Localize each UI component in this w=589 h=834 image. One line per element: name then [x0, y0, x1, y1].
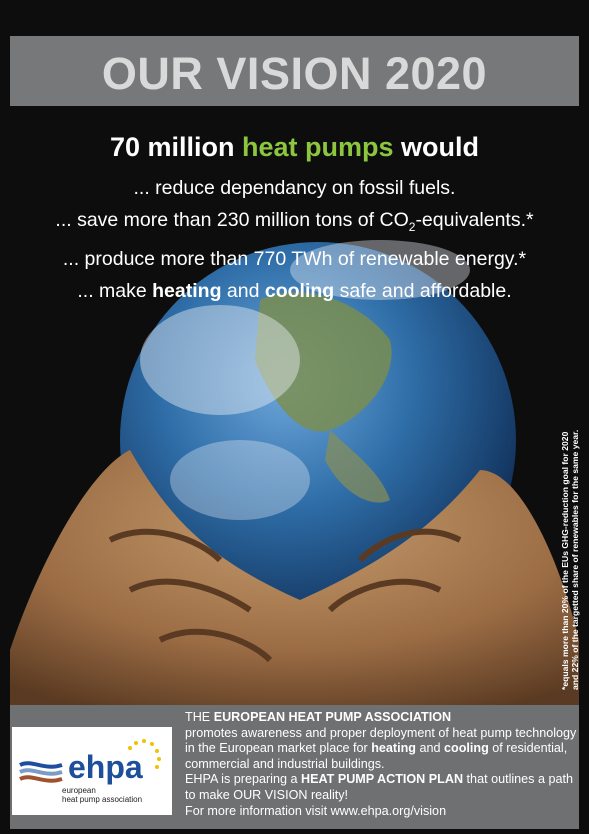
- about: THE EUROPEAN HEAT PUMP ASSOCIATION promo…: [185, 710, 585, 819]
- claim: ... reduce dependancy on fossil fuels.: [0, 172, 589, 204]
- claim-bold: cooling: [265, 280, 334, 302]
- about-text: THE: [185, 710, 214, 724]
- footnote: *equals more than 20% of the EUs GHG-red…: [560, 370, 580, 690]
- logo-wave: [20, 770, 62, 773]
- claim: ... save more than 230 million tons of C…: [0, 204, 589, 243]
- about-text: For more information visit www.ehpa.org/…: [185, 804, 446, 818]
- about-bold: heating: [371, 741, 416, 755]
- claim-bold: heating: [152, 280, 221, 302]
- headline-text: 70 million: [110, 132, 242, 162]
- logo-wave: [20, 777, 62, 780]
- claims: ... reduce dependancy on fossil fuels. .…: [0, 172, 589, 307]
- poster: OUR VISION 2020 70 million heat pumps wo…: [0, 0, 589, 834]
- claim-text: safe and affordable.: [334, 280, 511, 302]
- claim-text: -equivalents.*: [415, 209, 533, 231]
- about-text: and: [416, 741, 444, 755]
- about-line: promotes awareness and proper deployment…: [185, 726, 585, 773]
- claim-text: ... reduce dependancy on fossil fuels.: [134, 177, 456, 199]
- about-bold: HEAT PUMP ACTION PLAN: [301, 772, 463, 786]
- claim-text: and: [221, 280, 264, 302]
- claim-text: ... produce more than 770 TWh of renewab…: [63, 248, 526, 270]
- claim-text: ... make: [77, 280, 152, 302]
- headline: 70 million heat pumps would: [0, 132, 589, 163]
- claim-text: ... save more than 230 million tons of C…: [55, 209, 408, 231]
- logo-tagline-line: heat pump association: [62, 795, 142, 804]
- cloud: [170, 440, 310, 520]
- footnote-line: *equals more than 20% of the EUs GHG-red…: [560, 370, 570, 690]
- headline-text: would: [394, 132, 479, 162]
- about-bold: EUROPEAN HEAT PUMP ASSOCIATION: [214, 710, 451, 724]
- top-strip: [0, 0, 589, 36]
- about-text: EHPA is preparing a: [185, 772, 301, 786]
- logo-wave: [20, 763, 62, 766]
- about-line: EHPA is preparing a HEAT PUMP ACTION PLA…: [185, 772, 585, 803]
- claim: ... make heating and cooling safe and af…: [0, 275, 589, 307]
- about-line: THE EUROPEAN HEAT PUMP ASSOCIATION: [185, 710, 585, 726]
- logo-tagline-line: european: [62, 786, 142, 795]
- about-line: For more information visit www.ehpa.org/…: [185, 804, 585, 820]
- cloud: [140, 305, 300, 415]
- claim: ... produce more than 770 TWh of renewab…: [0, 243, 589, 275]
- about-bold: cooling: [444, 741, 489, 755]
- headline-highlight: heat pumps: [242, 132, 394, 162]
- footnote-line: and 22% of the targetted share of renewa…: [570, 370, 580, 690]
- logo-name: ehpa: [68, 749, 143, 786]
- title: OUR VISION 2020: [0, 48, 589, 100]
